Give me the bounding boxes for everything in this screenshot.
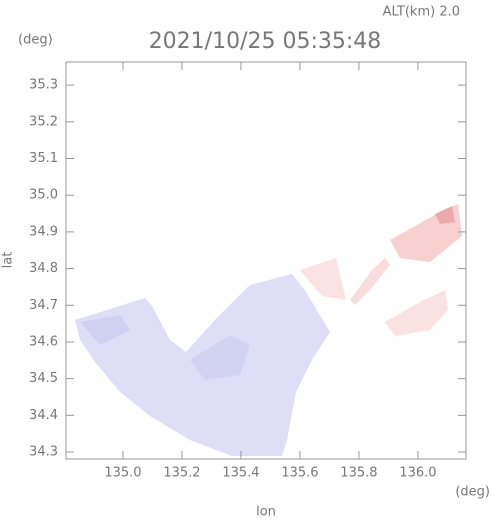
y-tick-label: 34.3 [29, 445, 58, 460]
y-tick-label: 35.1 [29, 151, 58, 166]
chart-title: 2021/10/25 05:35:48 [149, 29, 382, 54]
echo-area [385, 290, 448, 336]
y-tick-label: 35.0 [29, 188, 58, 203]
x-tick-label: 135.6 [281, 466, 318, 481]
y-tick-label: 34.4 [29, 408, 58, 423]
echo-area [300, 258, 346, 300]
x-tick-label: 135.0 [104, 466, 141, 481]
y-tick-label: 34.5 [29, 371, 58, 386]
y-tick-label: 34.7 [29, 298, 58, 313]
x-tick-label: 135.2 [163, 466, 200, 481]
plot-frame [65, 61, 467, 460]
x-tick-label: 135.8 [340, 466, 377, 481]
echo-area [80, 315, 130, 345]
x-unit: (deg) [455, 485, 490, 500]
altitude-label: ALT(km) 2.0 [383, 5, 460, 20]
x-tick-label: 135.4 [222, 466, 259, 481]
x-axis-label: lon [256, 505, 276, 520]
x-tick-label: 136.0 [399, 466, 436, 481]
y-tick-label: 34.8 [29, 261, 58, 276]
y-tick-label: 34.9 [29, 224, 58, 239]
echo-area [350, 258, 390, 305]
radar-echoes [75, 204, 462, 456]
echo-area [435, 206, 455, 224]
echo-area [190, 335, 250, 380]
y-tick-label: 35.2 [29, 114, 58, 129]
y-tick-label: 35.3 [29, 78, 58, 93]
y-unit: (deg) [18, 33, 53, 48]
y-axis-label: lat [1, 252, 16, 269]
y-tick-label: 34.6 [29, 334, 58, 349]
